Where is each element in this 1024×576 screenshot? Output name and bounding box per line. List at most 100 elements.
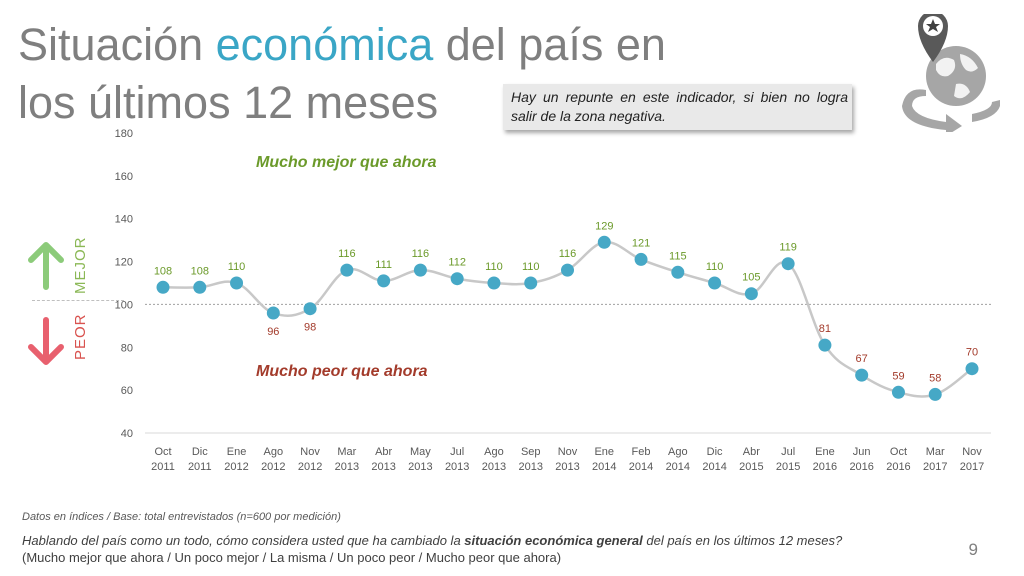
data-label: 58: [929, 372, 941, 384]
x-tick-label: Abr 2013: [371, 446, 395, 473]
data-label: 81: [819, 323, 831, 335]
data-label: 110: [485, 261, 503, 273]
label-worse: PEOR: [72, 313, 89, 360]
y-tick-label: 60: [121, 385, 133, 397]
question-text-bold: situación económica general: [464, 533, 643, 548]
data-point: [891, 385, 905, 399]
callout-note: Hay un repunte en este indicador, si bie…: [503, 84, 852, 130]
x-tick-label: Ago 2014: [666, 446, 690, 473]
x-tick-label: Jul 2013: [445, 446, 469, 473]
data-point: [450, 272, 464, 286]
data-label: 98: [304, 322, 316, 334]
globe-location-icon: [902, 14, 1000, 132]
data-point: [156, 280, 170, 294]
y-axis: 40 60 80 100 120 140 160 180: [115, 128, 133, 440]
y-tick-label: 120: [115, 257, 133, 269]
data-labels: 108 108 110 96 98 116 111 116 112 110 110 116 129 121…: [154, 220, 978, 384]
data-point: [230, 276, 244, 290]
x-tick-label: Nov 2013: [555, 446, 579, 473]
x-tick-label: Mar 2013: [335, 446, 359, 473]
x-tick-label: Feb 2014: [629, 446, 653, 473]
data-label: 108: [191, 265, 209, 277]
title-before: Situación: [18, 19, 216, 70]
x-tick-label: Oct 2011: [151, 446, 175, 473]
data-point: [193, 280, 207, 294]
label-better: MEJOR: [72, 236, 89, 295]
x-tick-label: Sep 2013: [518, 446, 542, 473]
x-tick-label: Ene 2016: [813, 446, 837, 473]
data-point: [597, 235, 611, 249]
data-label: 105: [742, 272, 760, 284]
data-label: 70: [966, 347, 978, 359]
y-tick-label: 160: [115, 171, 133, 183]
x-tick-label: Nov 2017: [960, 446, 984, 473]
data-point: [561, 263, 574, 277]
data-label: 110: [522, 261, 540, 273]
y-tick-label: 40: [121, 428, 133, 440]
y-tick-label: 180: [115, 128, 133, 140]
question-text-before: Hablando del país como un todo, cómo con…: [22, 533, 465, 548]
annotation-worse: Mucho peor que ahora: [256, 363, 428, 380]
data-label: 67: [856, 353, 868, 365]
data-label: 115: [669, 250, 687, 262]
x-tick-label: Mar 2017: [923, 446, 947, 473]
x-tick-label: Jul 2015: [776, 446, 800, 473]
data-point: [744, 287, 758, 301]
x-tick-label: Ene 2014: [592, 446, 616, 473]
y-tick-label: 80: [121, 342, 133, 354]
data-point: [855, 368, 869, 382]
data-point: [524, 276, 538, 290]
data-label: 121: [632, 237, 650, 249]
data-label: 116: [412, 248, 430, 260]
question-options: (Mucho mejor que ahora / Un poco mejor /…: [22, 550, 562, 565]
x-tick-label: Oct 2016: [886, 446, 910, 473]
data-label: 112: [448, 257, 466, 269]
arrow-down-icon: [28, 317, 64, 365]
data-label: 110: [228, 261, 246, 273]
y-tick-label: 100: [115, 299, 133, 311]
data-label: 116: [559, 248, 577, 260]
x-axis: Oct 2011 Dic 2011 Ene 2012 Ago 2012 Nov 2012 Mar 20…: [151, 446, 984, 473]
x-tick-label: Dic 2014: [702, 446, 726, 473]
data-point: [413, 263, 427, 277]
x-tick-label: Ago 2012: [261, 446, 285, 473]
data-label: 108: [154, 265, 172, 277]
annotation-better: Mucho mejor que ahora: [256, 154, 437, 171]
data-point: [781, 257, 795, 271]
survey-question: Hablando del país como un todo, cómo con…: [22, 532, 922, 566]
data-point: [965, 362, 979, 376]
data-point: [818, 338, 832, 352]
x-tick-label: Dic 2011: [188, 446, 212, 473]
data-label: 59: [892, 370, 904, 382]
arrow-up-icon: [28, 242, 64, 290]
x-tick-label: Jun 2016: [849, 446, 873, 473]
data-point: [303, 302, 317, 316]
title-after: del país en los últimos 12 meses: [18, 19, 666, 128]
data-label: 119: [779, 242, 797, 254]
data-point: [266, 306, 280, 320]
x-tick-label: Nov 2012: [298, 446, 322, 473]
x-tick-label: Ene 2012: [224, 446, 248, 473]
data-label: 116: [338, 248, 356, 260]
data-label: 129: [595, 220, 613, 232]
data-point: [487, 276, 501, 290]
data-point: [671, 265, 685, 279]
y-tick-label: 140: [115, 214, 133, 226]
data-point: [340, 263, 354, 277]
title-highlight: económica: [215, 19, 434, 70]
data-point: [377, 274, 391, 288]
page-number: 9: [968, 540, 978, 559]
data-label: 111: [375, 259, 392, 271]
data-point: [634, 252, 648, 266]
footnote: Datos en índices / Base: total entrevist…: [22, 511, 341, 523]
side-divider: [32, 300, 124, 301]
data-label: 96: [267, 326, 279, 338]
series-markers: [156, 235, 979, 401]
question-text-after: del país en los últimos 12 meses?: [642, 533, 843, 548]
data-label: 110: [706, 261, 724, 273]
x-tick-label: May 2013: [408, 446, 432, 473]
data-point: [928, 387, 942, 401]
x-tick-label: Abr 2015: [739, 446, 763, 473]
page-title: Situación económica del país en los últi…: [18, 16, 718, 132]
